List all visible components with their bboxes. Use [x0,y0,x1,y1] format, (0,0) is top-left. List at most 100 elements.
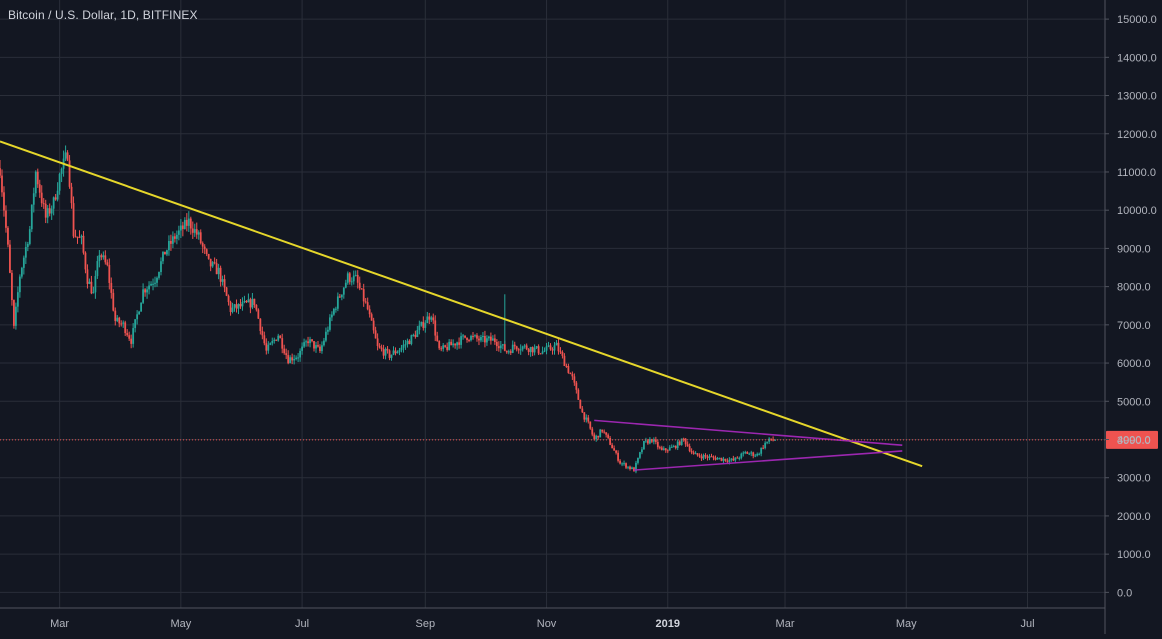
candle-body [470,336,472,341]
candle-body [565,366,568,368]
candle-body [605,432,608,435]
candle-body [348,273,351,282]
candle-body [233,304,236,308]
candle-body [297,357,300,359]
candle-body [474,335,476,337]
candle-body [22,257,25,268]
candle-body [74,236,77,238]
candle-body [114,310,117,322]
candle-body [311,339,313,342]
candle-body [247,299,250,303]
candle-body [557,342,560,352]
candle-body [98,255,101,262]
candle-body [678,441,681,445]
candle-body [16,292,19,307]
candle-body [609,437,612,445]
candle-body [237,303,240,309]
candle-body [368,309,371,315]
candle-body [537,346,540,354]
candle-body [499,345,502,349]
candle-body [58,173,61,191]
candle-body [575,382,578,390]
candle-body [138,311,141,315]
candle-body [543,350,546,352]
candle-body [752,452,755,456]
candle-body [597,435,600,438]
candle-body [690,450,693,453]
candle-body [211,262,214,267]
candle-body [704,455,707,457]
candle-body [140,302,143,312]
candle-body [350,281,353,283]
candle-body [229,302,232,313]
candle-body [462,335,464,337]
y-tick-label: 8000.0 [1117,282,1151,294]
candle-body [444,345,447,347]
candle-body [623,463,625,465]
candle-body [648,439,651,444]
candle-body [307,341,309,344]
candle-body [267,344,270,351]
candle-body [511,344,514,353]
candle-body [241,302,244,307]
candle-body [486,338,488,343]
candle-body [436,335,439,342]
candle-body [199,232,202,244]
candle-body [507,351,510,353]
candle-body [658,447,661,449]
candle-body [535,346,538,348]
y-tick-label: 15000.0 [1117,14,1157,26]
candle-body [273,339,276,342]
candle-body [696,453,699,456]
candle-body [24,246,27,258]
candle-body [509,351,512,353]
candle-body [18,276,21,293]
y-tick-label: 6000.0 [1117,358,1151,370]
candle-body [664,448,667,451]
x-tick-label: Jul [1020,618,1034,630]
candle-body [573,376,576,383]
candle-body [84,252,87,270]
candle-body [750,452,753,454]
candle-body [219,267,222,282]
candle-body [305,341,307,343]
candle-body [13,300,15,326]
last-price-badge [1106,430,1158,449]
candle-body [189,218,192,229]
candle-body [251,298,254,308]
candle-body [442,345,445,349]
candle-body [531,346,534,353]
candle-body [215,263,218,275]
candle-body [96,261,99,277]
candle-body [309,339,311,344]
candle-body [346,273,349,283]
candle-body [130,338,133,344]
candle-body [172,236,174,244]
candle-body [104,255,107,263]
candle-body [456,342,459,346]
candle-body [299,350,301,358]
candle-body [527,349,530,352]
x-tick-label: Mar [50,618,69,630]
candle-body [227,295,230,303]
candle-body [60,168,63,174]
candle-body [724,458,727,461]
candle-body [285,353,288,356]
candle-body [627,466,629,468]
candle-body [380,347,383,350]
triangle-upper-line [594,419,903,447]
candle-body [108,264,111,283]
candle-body [134,319,137,329]
candle-body [452,343,455,346]
candle-body [243,300,246,303]
candle-body [607,434,610,438]
candle-body [593,434,596,439]
candle-body [154,282,156,284]
candle-body [150,283,152,286]
x-tick-label: Jul [295,618,309,630]
candle-body [275,339,278,341]
candle-body [265,343,268,351]
candle-body [432,317,435,321]
